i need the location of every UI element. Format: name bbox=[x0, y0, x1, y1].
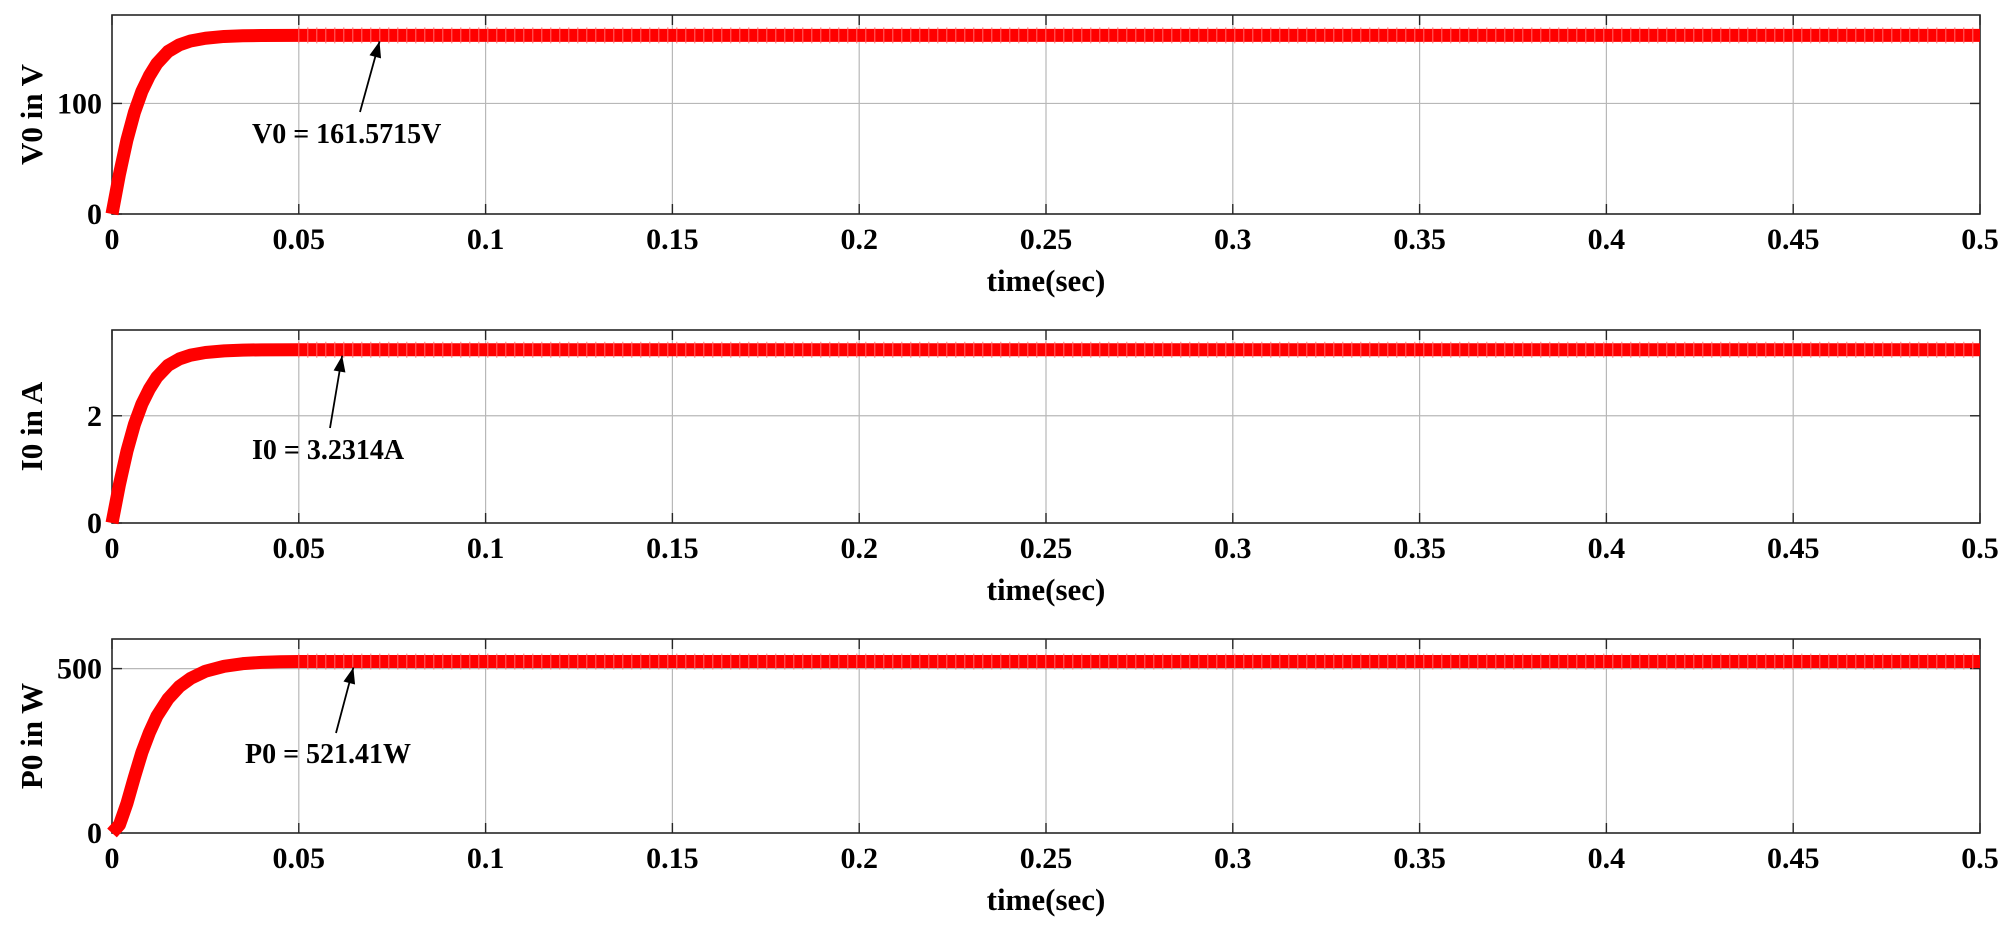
series-markers-1 bbox=[298, 341, 1974, 358]
x-tick-label: 0.3 bbox=[1214, 532, 1252, 565]
x-axis-title: time(sec) bbox=[987, 263, 1106, 298]
series-line-1 bbox=[105, 28, 1980, 216]
x-tick-label: 0.15 bbox=[646, 532, 699, 565]
x-tick-label: 0.1 bbox=[467, 532, 505, 565]
annotation-arrowhead bbox=[369, 41, 382, 59]
x-tick-label: 0.35 bbox=[1393, 842, 1446, 875]
x-tick-label: 0.45 bbox=[1767, 223, 1820, 256]
series-line-1 bbox=[107, 655, 1980, 838]
x-tick-label: 0.1 bbox=[467, 223, 505, 256]
y-tick-label: 0 bbox=[87, 817, 102, 850]
x-tick-label: 0.3 bbox=[1214, 223, 1252, 256]
x-tick-label: 0.25 bbox=[1020, 223, 1073, 256]
subplot-2: 0 0.05 0.1 0.15 0.2 0.25 0.3 0.35 0.4 0.45 0.5 0 2 ti… bbox=[14, 329, 1999, 607]
annotation-label: V0 = 161.5715V bbox=[252, 119, 441, 150]
series-line-1 bbox=[105, 343, 1980, 525]
x-tick-label: 0.35 bbox=[1393, 532, 1446, 565]
x-tick-label: 0.1 bbox=[467, 842, 505, 875]
subplot-3: 0 0.05 0.1 0.15 0.2 0.25 0.3 0.35 0.4 0.45 0.5 0 500… bbox=[14, 638, 1999, 917]
y-axis-title: V0 in V bbox=[14, 63, 49, 165]
y-tick-label: 2 bbox=[87, 400, 102, 433]
x-tick-label: 0.05 bbox=[273, 532, 326, 565]
x-tick-label: 0.15 bbox=[646, 842, 699, 875]
series-markers-1 bbox=[298, 653, 1974, 670]
x-tick-label: 0.2 bbox=[840, 532, 878, 565]
x-axis-title: time(sec) bbox=[987, 882, 1106, 917]
annotation-label: I0 = 3.2314A bbox=[252, 435, 405, 466]
x-tick-label: 0.5 bbox=[1961, 532, 1999, 565]
x-tick-label: 0 bbox=[105, 842, 120, 875]
x-tick-label: 0.2 bbox=[840, 842, 878, 875]
x-tick-label: 0.4 bbox=[1588, 532, 1626, 565]
x-tick-label: 0.3 bbox=[1214, 842, 1252, 875]
x-tick-label: 0.5 bbox=[1961, 842, 1999, 875]
annotation-arrowhead bbox=[333, 355, 346, 373]
x-axis-title: time(sec) bbox=[987, 572, 1106, 607]
subplot-1: 0 0.05 0.1 0.15 0.2 0.25 0.3 0.35 0.4 0.45 0.5 0 100… bbox=[14, 14, 1999, 298]
y-axis-title: I0 in A bbox=[14, 381, 49, 471]
annotation-label: P0 = 521.41W bbox=[245, 739, 411, 770]
series-markers-1 bbox=[298, 27, 1974, 44]
y-tick-label: 100 bbox=[57, 87, 102, 120]
x-tick-label: 0.35 bbox=[1393, 223, 1446, 256]
y-tick-label: 500 bbox=[57, 653, 102, 686]
x-tick-label: 0 bbox=[105, 223, 120, 256]
x-tick-label: 0.15 bbox=[646, 223, 699, 256]
x-tick-label: 0.45 bbox=[1767, 842, 1820, 875]
x-tick-label: 0.4 bbox=[1588, 223, 1626, 256]
x-tick-label: 0.5 bbox=[1961, 223, 1999, 256]
x-tick-label: 0 bbox=[105, 532, 120, 565]
y-axis-title: P0 in W bbox=[14, 683, 49, 789]
x-tick-label: 0.4 bbox=[1588, 842, 1626, 875]
y-tick-label: 0 bbox=[87, 198, 102, 231]
x-tick-label: 0.45 bbox=[1767, 532, 1820, 565]
y-tick-label: 0 bbox=[87, 507, 102, 540]
x-tick-label: 0.05 bbox=[273, 842, 326, 875]
x-tick-label: 0.2 bbox=[840, 223, 878, 256]
x-tick-label: 0.25 bbox=[1020, 842, 1073, 875]
x-tick-label: 0.05 bbox=[273, 223, 326, 256]
x-tick-label: 0.25 bbox=[1020, 532, 1073, 565]
annotation-arrowhead bbox=[343, 667, 356, 685]
